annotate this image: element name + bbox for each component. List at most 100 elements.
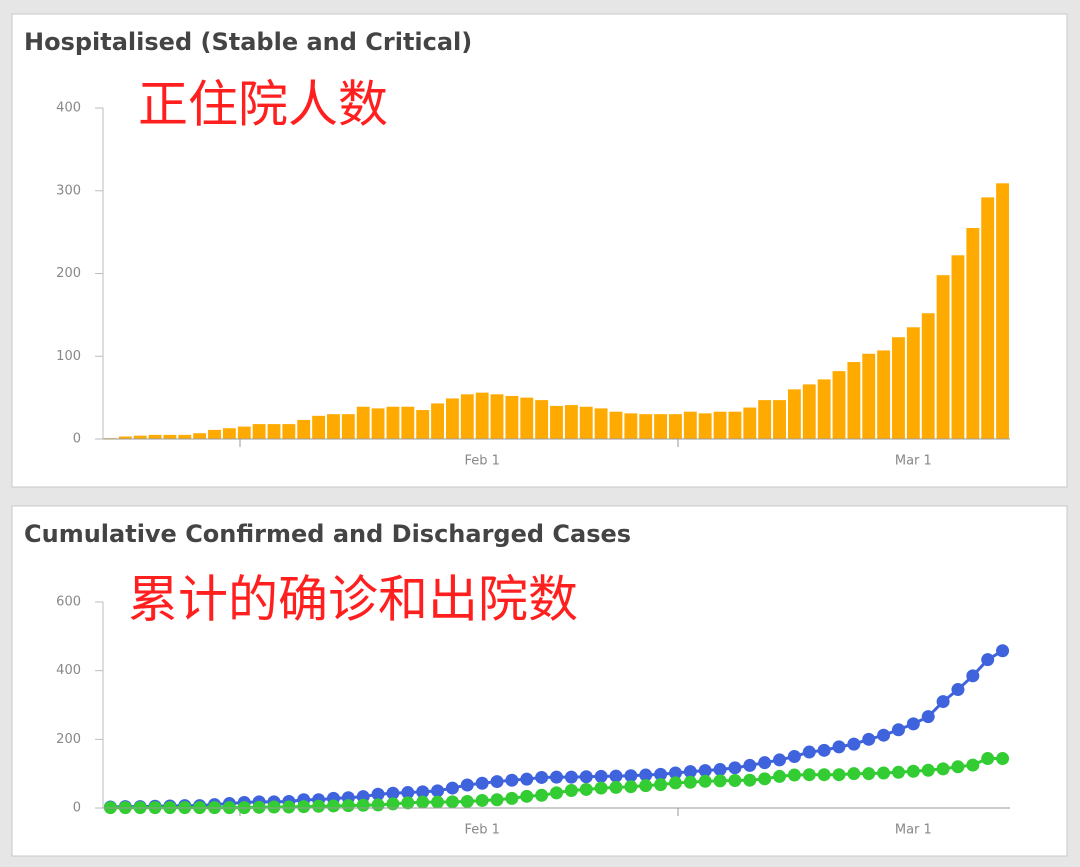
bar [386, 406, 400, 439]
point [550, 786, 563, 800]
point [639, 768, 653, 782]
point [520, 772, 534, 786]
bar [862, 353, 876, 439]
point [862, 732, 876, 746]
bar [669, 414, 682, 439]
point [758, 772, 772, 786]
point [535, 770, 549, 784]
point [683, 775, 697, 789]
bar [847, 362, 861, 439]
bar [505, 395, 519, 439]
point [817, 743, 831, 757]
bar [475, 392, 489, 439]
point [936, 762, 950, 776]
point [683, 765, 697, 779]
point [966, 758, 980, 772]
bar [341, 414, 355, 439]
point [981, 653, 995, 667]
point [787, 768, 801, 782]
point [460, 778, 474, 792]
bar [594, 408, 608, 439]
point [906, 764, 920, 778]
point [341, 799, 355, 813]
point [906, 717, 920, 731]
point [445, 781, 459, 795]
point [758, 756, 772, 770]
y-tick-label: 400 [56, 101, 81, 116]
point [579, 782, 593, 796]
point [550, 770, 563, 784]
bar [877, 350, 891, 439]
point [713, 763, 727, 777]
y-tick-label: 200 [56, 732, 81, 747]
bar [773, 400, 786, 439]
point [936, 695, 950, 709]
bar [981, 197, 995, 439]
bar [297, 419, 311, 439]
point [743, 758, 757, 772]
point [668, 766, 682, 780]
point [891, 765, 905, 779]
bar [208, 429, 221, 439]
point [668, 776, 682, 790]
point [401, 796, 415, 810]
bar [550, 405, 563, 439]
point [921, 763, 935, 777]
point [609, 769, 623, 783]
point [698, 774, 712, 788]
y-tick-label: 200 [56, 266, 81, 281]
point [505, 773, 519, 787]
bar [624, 413, 638, 439]
point [951, 683, 965, 697]
bar [312, 415, 326, 439]
bar [520, 397, 534, 439]
point [490, 793, 504, 807]
point [282, 800, 296, 814]
point [371, 787, 385, 801]
bar [936, 275, 950, 439]
point [594, 781, 608, 795]
bar [431, 403, 444, 439]
annotation: 正住院人数 [138, 76, 388, 134]
point [401, 786, 415, 800]
point [832, 768, 846, 782]
point [787, 750, 801, 763]
bar [163, 434, 177, 439]
bar [460, 394, 474, 439]
bar [713, 411, 727, 439]
bar [148, 434, 162, 439]
bar [490, 394, 504, 439]
x-tick-label: Feb 1 [464, 454, 499, 469]
point [847, 767, 861, 781]
y-tick-label: 600 [56, 595, 81, 610]
point [773, 769, 787, 783]
bar [564, 405, 578, 439]
point [624, 769, 638, 783]
point [535, 788, 549, 802]
bar [639, 414, 653, 439]
bar [535, 400, 549, 439]
point [386, 786, 400, 800]
y-tick-label: 300 [56, 183, 81, 198]
point [698, 764, 712, 778]
point [431, 784, 445, 798]
point [520, 789, 534, 803]
bar [951, 255, 965, 439]
point [475, 793, 489, 807]
bar [133, 435, 147, 439]
bar [445, 398, 459, 439]
x-tick-label: Mar 1 [895, 823, 932, 838]
bar [921, 313, 935, 439]
point [267, 800, 281, 814]
bar [222, 428, 236, 439]
point [847, 737, 861, 751]
bar [178, 434, 192, 439]
point [921, 710, 935, 724]
point [996, 644, 1010, 658]
bar [237, 426, 251, 439]
point [416, 785, 430, 799]
bar [371, 408, 385, 439]
bar [401, 406, 415, 439]
bar [654, 414, 668, 439]
point [564, 783, 578, 797]
